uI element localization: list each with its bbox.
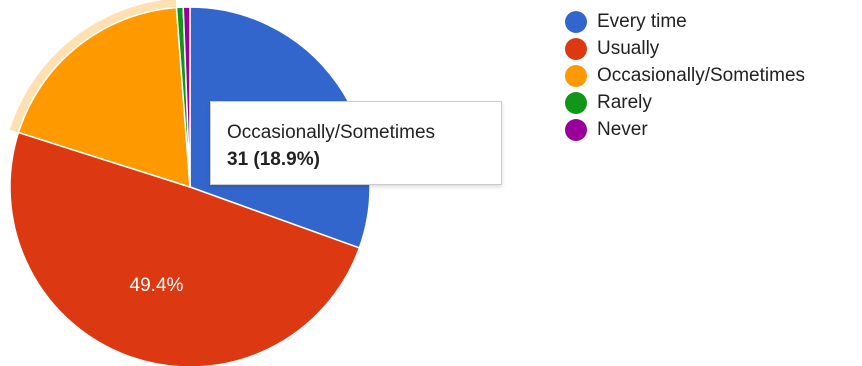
slice-tooltip: Occasionally/Sometimes 31 (18.9%) <box>210 101 502 185</box>
legend-label: Never <box>597 118 648 140</box>
legend-label: Usually <box>597 37 660 59</box>
legend-item-never[interactable]: Never <box>565 116 805 143</box>
legend-label: Rarely <box>597 91 652 113</box>
legend-item-rarely[interactable]: Rarely <box>565 89 805 116</box>
slice-label-usually: 49.4% <box>130 275 184 296</box>
highlight-ring-occasionally-sometimes <box>9 0 177 133</box>
legend-label: Every time <box>597 10 687 32</box>
legend-item-usually[interactable]: Usually <box>565 35 805 62</box>
legend-item-every-time[interactable]: Every time <box>565 8 805 35</box>
pie-slice-occasionally-sometimes[interactable] <box>17 6 191 189</box>
legend-swatch-rarely <box>565 91 587 114</box>
legend-swatch-every-time <box>565 10 587 33</box>
legend: Every time Usually Occasionally/Sometime… <box>565 8 805 143</box>
legend-item-occasionally-sometimes[interactable]: Occasionally/Sometimes <box>565 62 805 89</box>
tooltip-value: 31 (18.9%) <box>227 149 320 170</box>
legend-swatch-never <box>565 118 587 141</box>
legend-label: Occasionally/Sometimes <box>597 64 806 86</box>
pie-slice-never[interactable] <box>182 6 191 188</box>
tooltip-label: Occasionally/Sometimes <box>227 122 436 143</box>
pie-slice-usually[interactable] <box>9 131 361 366</box>
legend-swatch-occasionally-sometimes <box>565 64 587 87</box>
legend-swatch-usually <box>565 37 587 60</box>
